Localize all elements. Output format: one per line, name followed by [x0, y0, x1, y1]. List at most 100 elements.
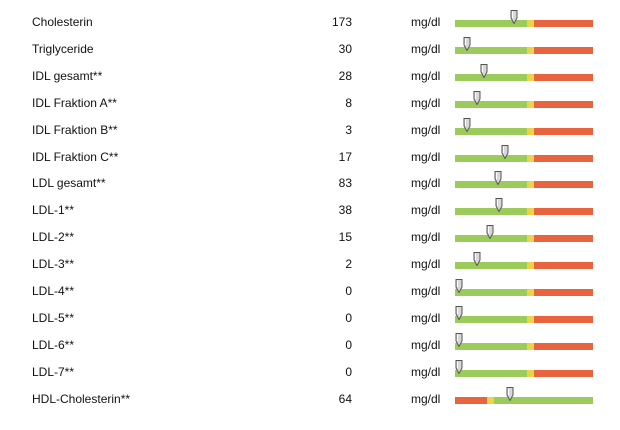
value-marker-icon [473, 90, 481, 106]
table-row: HDL-Cholesterin** 64 mg/dl [0, 386, 620, 412]
parameter-unit: mg/dl [411, 41, 441, 56]
reference-range-bar [455, 144, 593, 162]
parameter-unit: mg/dl [411, 364, 441, 379]
green-range-segment [455, 369, 527, 377]
reference-range-bar [455, 252, 593, 270]
table-row: Cholesterin 173 mg/dl [0, 9, 620, 35]
value-marker-icon [506, 386, 514, 402]
red-range-segment [455, 396, 487, 404]
yellow-range-segment [526, 154, 534, 162]
red-range-segment [533, 315, 593, 323]
parameter-name: IDL Fraktion B** [32, 122, 118, 137]
red-range-segment [533, 262, 593, 270]
parameter-unit: mg/dl [411, 257, 441, 272]
green-range-segment [455, 154, 527, 162]
table-row: LDL-3** 2 mg/dl [0, 251, 620, 277]
table-row: IDL Fraktion B** 3 mg/dl [0, 117, 620, 143]
parameter-value: 38 [338, 203, 352, 218]
parameter-value: 8 [345, 95, 352, 110]
yellow-range-segment [526, 235, 534, 243]
parameter-unit: mg/dl [411, 337, 441, 352]
parameter-unit: mg/dl [411, 391, 441, 406]
reference-range-bar [455, 171, 593, 189]
yellow-range-segment [526, 369, 534, 377]
green-range-segment [455, 342, 527, 350]
parameter-value: 64 [338, 391, 352, 406]
red-range-segment [533, 181, 593, 189]
value-marker-icon [463, 117, 471, 133]
reference-range-bar [455, 305, 593, 323]
yellow-range-segment [526, 127, 534, 135]
green-range-segment [455, 181, 527, 189]
parameter-value: 0 [345, 337, 352, 352]
parameter-name: Cholesterin [32, 15, 93, 29]
parameter-name: LDL-2** [32, 230, 75, 245]
parameter-name: LDL-3** [32, 257, 75, 272]
reference-range-bar [455, 90, 593, 108]
parameter-value: 0 [345, 364, 352, 379]
yellow-range-segment [526, 20, 534, 27]
reference-range-bar [455, 198, 593, 216]
green-range-segment [455, 73, 527, 81]
yellow-range-segment [526, 46, 534, 54]
yellow-range-segment [526, 315, 534, 323]
green-range-segment [455, 315, 527, 323]
value-marker-icon [501, 144, 509, 160]
table-row: LDL-6** 0 mg/dl [0, 332, 620, 358]
reference-range-bar [455, 117, 593, 135]
table-row: LDL-7** 0 mg/dl [0, 359, 620, 385]
parameter-value: 0 [345, 310, 352, 325]
table-row: LDL-2** 15 mg/dl [0, 224, 620, 250]
parameter-value: 15 [338, 230, 352, 245]
table-row: LDL gesamt** 83 mg/dl [0, 170, 620, 196]
parameter-value: 2 [345, 257, 352, 272]
reference-range-bar [455, 10, 593, 27]
parameter-unit: mg/dl [411, 149, 441, 164]
parameter-name: LDL-5** [32, 310, 75, 325]
parameter-unit: mg/dl [411, 176, 441, 191]
yellow-range-segment [526, 73, 534, 81]
value-marker-icon [455, 332, 463, 348]
parameter-value: 30 [338, 41, 352, 56]
red-range-segment [533, 342, 593, 350]
parameter-unit: mg/dl [411, 95, 441, 110]
value-marker-icon [486, 225, 494, 240]
value-marker-icon [495, 198, 503, 213]
green-range-segment [455, 100, 527, 108]
value-marker-icon [510, 10, 518, 25]
yellow-range-segment [526, 342, 534, 350]
parameter-name: LDL gesamt** [32, 176, 106, 191]
yellow-range-segment [526, 289, 534, 296]
table-row: LDL-5** 0 mg/dl [0, 305, 620, 331]
value-marker-icon [480, 63, 488, 79]
reference-range-bar [455, 225, 593, 243]
table-row: IDL Fraktion C** 17 mg/dl [0, 144, 620, 170]
parameter-value: 83 [338, 176, 352, 191]
red-range-segment [533, 235, 593, 243]
yellow-range-segment [526, 181, 534, 189]
parameter-value: 173 [331, 15, 352, 29]
red-range-segment [533, 20, 593, 27]
yellow-range-segment [526, 100, 534, 108]
green-range-segment [455, 127, 527, 135]
table-row: IDL gesamt** 28 mg/dl [0, 63, 620, 89]
red-range-segment [533, 100, 593, 108]
red-range-segment [533, 208, 593, 216]
green-range-segment [455, 208, 527, 216]
parameter-name: LDL-7** [32, 364, 75, 379]
parameter-unit: mg/dl [411, 284, 441, 298]
yellow-range-segment [486, 396, 494, 404]
green-range-segment [455, 46, 527, 54]
value-marker-icon [455, 305, 463, 321]
table-row: Triglyceride 30 mg/dl [0, 36, 620, 62]
green-range-segment [493, 396, 593, 404]
value-marker-icon [455, 279, 463, 294]
value-marker-icon [455, 359, 463, 375]
parameter-value: 17 [338, 149, 352, 164]
table-row: LDL-1** 38 mg/dl [0, 197, 620, 223]
parameter-unit: mg/dl [411, 15, 441, 29]
parameter-name: IDL gesamt** [32, 68, 103, 83]
green-range-segment [455, 235, 527, 243]
table-row: IDL Fraktion A** 8 mg/dl [0, 90, 620, 116]
